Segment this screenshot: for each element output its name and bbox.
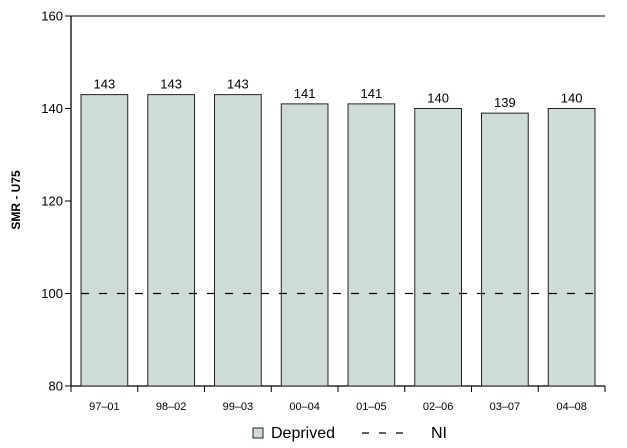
bar: [414, 108, 462, 387]
y-tick-label: 140: [41, 101, 63, 116]
data-label: 141: [361, 86, 383, 101]
data-label: 139: [494, 95, 516, 110]
legend-label-deprived: Deprived: [271, 425, 335, 442]
y-tick-label: 100: [41, 286, 63, 301]
x-tick-label: 03–07: [490, 401, 521, 413]
x-tick-label: 04–08: [556, 401, 587, 413]
x-tick-label: 97–01: [89, 401, 120, 413]
bar: [280, 103, 329, 387]
legend-label-ni: NI: [431, 425, 447, 442]
data-label: 143: [94, 77, 116, 92]
bar: [214, 94, 262, 387]
x-tick-label: 02–06: [423, 401, 454, 413]
x-tick-label: 98–02: [156, 401, 187, 413]
bar: [347, 103, 396, 387]
x-tick-label: 00–04: [289, 401, 320, 413]
data-label: 140: [561, 91, 583, 106]
bar: [80, 94, 129, 387]
legend-swatch-deprived: [252, 427, 264, 439]
x-tick-label: 99–03: [223, 401, 254, 413]
bar: [481, 112, 529, 387]
data-label: 143: [227, 77, 249, 92]
y-tick-label: 120: [41, 194, 63, 209]
y-axis-label: SMR - U75: [9, 170, 23, 230]
legend: Deprived NI: [252, 425, 447, 442]
bar: [147, 94, 195, 387]
bar: [547, 108, 596, 387]
data-label: 140: [427, 91, 449, 106]
data-label: 143: [160, 77, 182, 92]
plot-area: 80 100 120 140 160 143 97–01 143 98–02 143 99–03 14…: [41, 9, 606, 413]
y-tick-label: 80: [49, 379, 63, 394]
data-label: 141: [294, 86, 316, 101]
y-tick-label: 160: [41, 9, 63, 24]
x-tick-label: 01–05: [356, 401, 387, 413]
